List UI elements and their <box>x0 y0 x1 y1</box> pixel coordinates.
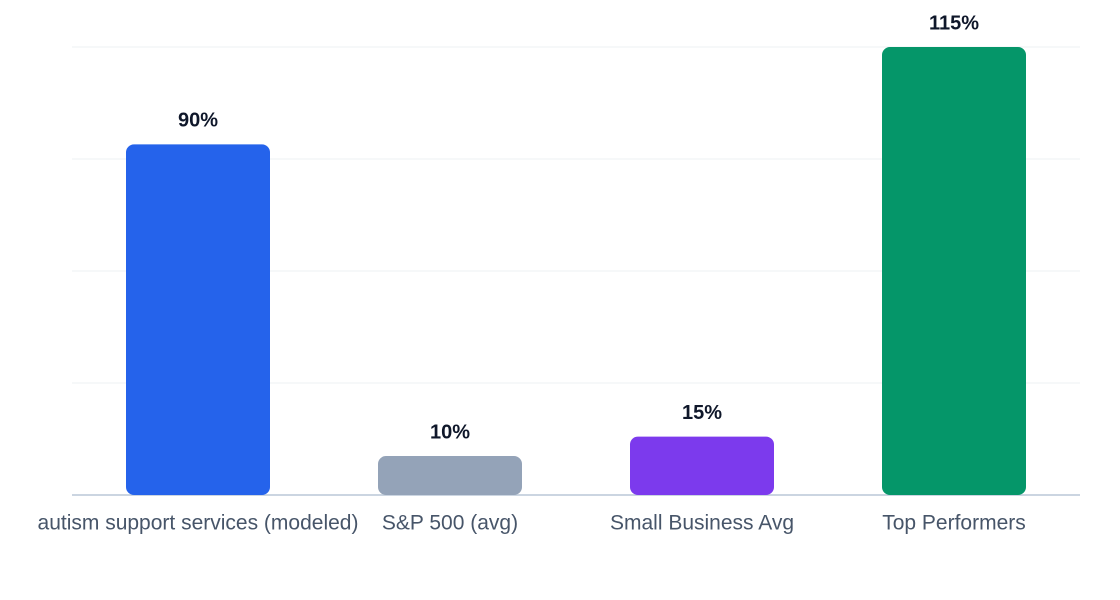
x-tick-label: autism support services (modeled) <box>38 512 359 535</box>
x-tick-label: Small Business Avg <box>610 512 794 535</box>
bar <box>630 436 774 495</box>
value-label: 90% <box>178 110 218 132</box>
x-tick-label: S&P 500 (avg) <box>382 512 518 535</box>
bar <box>126 144 270 496</box>
value-label: 15% <box>682 402 722 424</box>
value-label: 115% <box>929 12 979 34</box>
bar <box>378 456 522 495</box>
bar <box>882 47 1026 495</box>
x-tick-label: Top Performers <box>882 512 1026 535</box>
value-label: 10% <box>430 421 470 443</box>
